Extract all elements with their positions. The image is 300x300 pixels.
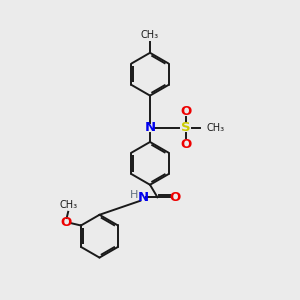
- Text: O: O: [169, 191, 181, 204]
- Text: N: N: [144, 121, 156, 134]
- Text: CH₃: CH₃: [206, 123, 225, 133]
- Text: N: N: [137, 191, 148, 204]
- Text: CH₃: CH₃: [141, 30, 159, 40]
- Text: O: O: [180, 105, 191, 118]
- Text: O: O: [61, 216, 72, 229]
- Text: H: H: [130, 190, 139, 200]
- Text: CH₃: CH₃: [59, 200, 77, 210]
- Text: O: O: [180, 138, 191, 151]
- Text: S: S: [181, 121, 190, 134]
